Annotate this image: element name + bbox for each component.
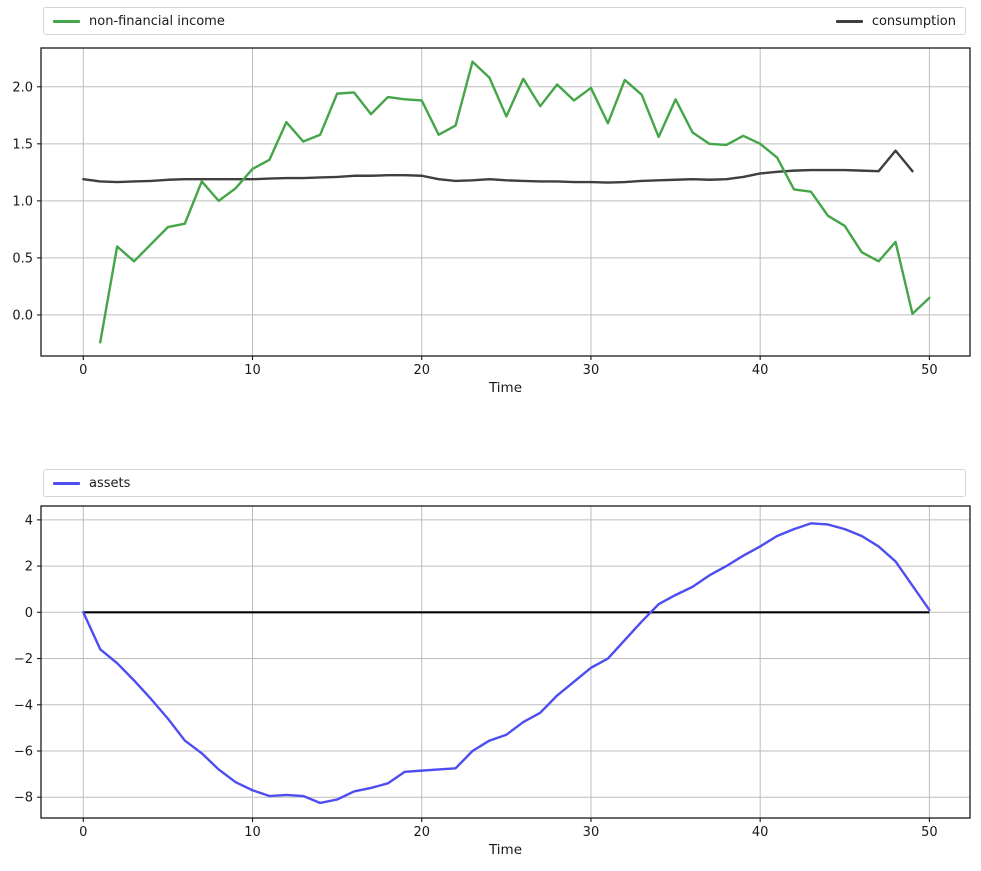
x-tick-label: 30 <box>583 825 600 840</box>
y-tick-label: −8 <box>14 791 33 806</box>
x-tick-label: 30 <box>583 363 600 378</box>
y-tick-label: 2.0 <box>12 80 33 95</box>
y-tick-label: 1.5 <box>12 137 33 152</box>
legend-entry-income: non-financial income <box>53 15 225 28</box>
y-tick-label: 4 <box>25 513 33 528</box>
x-axis-label: Time <box>488 380 522 396</box>
y-tick-label: −4 <box>14 698 33 713</box>
x-tick-label: 40 <box>752 825 769 840</box>
x-tick-label: 20 <box>413 825 430 840</box>
series-line-assets <box>82 522 931 805</box>
x-tick-label: 10 <box>244 363 261 378</box>
axes-spines <box>40 505 971 819</box>
x-tick-label: 20 <box>413 363 430 378</box>
y-tick-label: −6 <box>14 744 33 759</box>
series-line-non-financial-income <box>99 60 931 344</box>
x-tick-label: 0 <box>79 825 87 840</box>
axes-spines <box>40 47 971 357</box>
income-line-sample <box>53 19 80 23</box>
legend-entry-consumption: consumption <box>835 13 956 29</box>
legend-label-consumption: consumption <box>871 13 956 29</box>
x-tick-label: 50 <box>921 825 938 840</box>
x-tick-label: 10 <box>244 825 261 840</box>
legend-bottom: assets <box>43 469 966 497</box>
x-axis-label: Time <box>488 842 522 858</box>
legend-top: non-financial income consumption <box>43 7 966 35</box>
y-tick-label: 1.0 <box>12 194 33 209</box>
x-tick-label: 50 <box>921 363 938 378</box>
y-tick-label: 2 <box>25 560 33 575</box>
series-line-consumption <box>82 149 914 184</box>
y-tick-label: 0.0 <box>12 308 33 323</box>
consumption-line-sample <box>835 19 863 23</box>
x-tick-label: 40 <box>752 363 769 378</box>
y-tick-label: 0.5 <box>12 251 33 266</box>
assets-line-sample <box>53 481 80 485</box>
legend-label-income: non-financial income <box>89 13 225 29</box>
legend-entry-assets: assets <box>53 477 130 490</box>
x-tick-label: 0 <box>79 363 87 378</box>
y-tick-label: 0 <box>25 606 33 621</box>
legend-label-assets: assets <box>89 475 131 491</box>
y-tick-label: −2 <box>14 652 33 667</box>
